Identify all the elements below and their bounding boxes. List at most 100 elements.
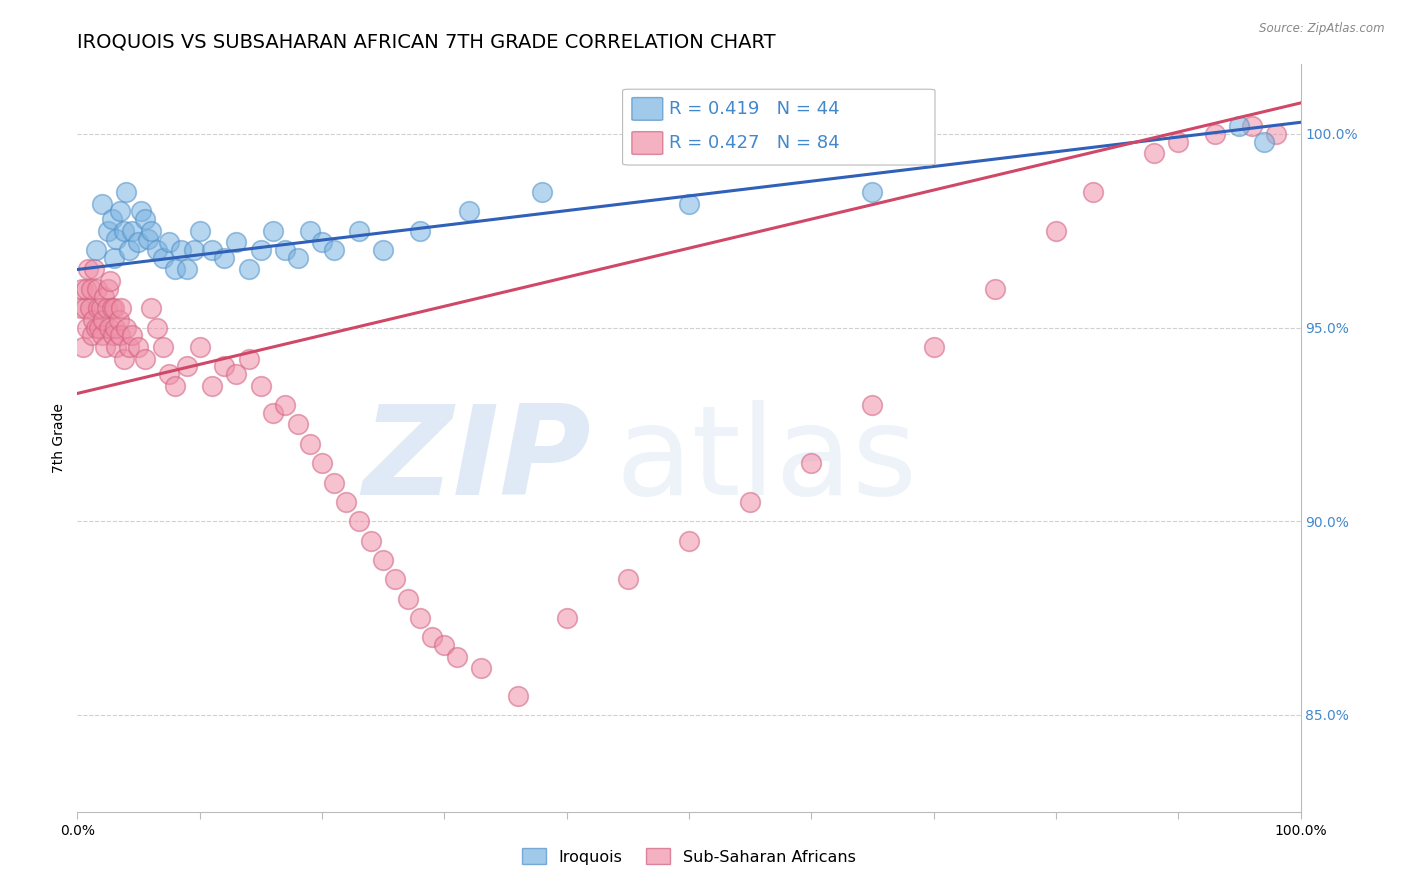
Point <box>409 611 432 625</box>
Point <box>506 689 529 703</box>
Point <box>298 224 321 238</box>
Point <box>740 495 762 509</box>
Point <box>110 301 132 316</box>
Point <box>90 328 112 343</box>
Point <box>165 262 187 277</box>
Point <box>1204 127 1226 141</box>
Point <box>108 204 131 219</box>
Point <box>146 320 169 334</box>
Point <box>112 224 135 238</box>
Point <box>287 251 309 265</box>
Point <box>157 367 180 381</box>
Point <box>1240 119 1263 133</box>
Point <box>188 224 211 238</box>
Point <box>100 301 122 316</box>
Point <box>108 328 131 343</box>
Point <box>298 437 321 451</box>
Point <box>100 212 122 227</box>
Point <box>470 661 492 675</box>
Point <box>862 398 884 412</box>
Point <box>90 196 112 211</box>
Point <box>617 572 640 586</box>
Point <box>98 320 121 334</box>
Point <box>678 196 700 211</box>
FancyBboxPatch shape <box>631 97 662 120</box>
Point <box>360 533 382 548</box>
Point <box>176 359 198 374</box>
Point <box>212 359 235 374</box>
Point <box>384 572 406 586</box>
Point <box>84 243 107 257</box>
FancyBboxPatch shape <box>623 89 935 165</box>
Point <box>115 185 138 199</box>
Point <box>287 417 309 432</box>
Point <box>93 290 115 304</box>
Point <box>371 553 394 567</box>
Text: R = 0.419   N = 44: R = 0.419 N = 44 <box>669 100 839 118</box>
Point <box>347 224 370 238</box>
Point <box>86 282 108 296</box>
Point <box>84 320 107 334</box>
Point <box>80 282 103 296</box>
Point <box>1265 127 1288 141</box>
Point <box>922 340 945 354</box>
Point <box>1143 146 1166 161</box>
Point <box>87 301 110 316</box>
Point <box>371 243 394 257</box>
Point <box>152 251 174 265</box>
Point <box>446 649 468 664</box>
Point <box>183 243 205 257</box>
Point <box>250 378 273 392</box>
FancyBboxPatch shape <box>631 132 662 154</box>
Text: ZIP: ZIP <box>363 400 591 521</box>
Point <box>146 243 169 257</box>
Point <box>89 320 111 334</box>
Point <box>152 340 174 354</box>
Point <box>115 320 138 334</box>
Point <box>79 301 101 316</box>
Text: IROQUOIS VS SUBSAHARAN AFRICAN 7TH GRADE CORRELATION CHART: IROQUOIS VS SUBSAHARAN AFRICAN 7TH GRADE… <box>77 32 776 52</box>
Point <box>311 235 333 250</box>
Point <box>170 243 193 257</box>
Point <box>457 204 479 219</box>
Text: atlas: atlas <box>616 400 918 521</box>
Point <box>83 262 105 277</box>
Point <box>250 243 273 257</box>
Point <box>80 328 103 343</box>
Point <box>82 313 104 327</box>
Point <box>165 378 187 392</box>
Point <box>127 340 149 354</box>
Point <box>212 251 235 265</box>
Point <box>103 251 125 265</box>
Point <box>139 301 162 316</box>
Point <box>188 340 211 354</box>
Point <box>94 340 117 354</box>
Point <box>225 235 247 250</box>
Y-axis label: 7th Grade: 7th Grade <box>52 403 66 473</box>
Point <box>139 224 162 238</box>
Point <box>984 282 1007 296</box>
Point <box>118 243 141 257</box>
Point <box>201 243 224 257</box>
Point <box>108 313 131 327</box>
Point <box>129 204 152 219</box>
Point <box>323 475 346 490</box>
Point <box>1045 224 1067 238</box>
Point <box>531 185 554 199</box>
Point <box>1253 135 1275 149</box>
Point <box>311 456 333 470</box>
Point <box>1081 185 1104 199</box>
Point <box>105 231 128 245</box>
Point <box>134 351 156 366</box>
Point <box>73 301 96 316</box>
Point <box>96 301 118 316</box>
Text: Source: ZipAtlas.com: Source: ZipAtlas.com <box>1260 22 1385 36</box>
Point <box>262 406 284 420</box>
Point <box>238 262 260 277</box>
Point <box>105 340 128 354</box>
Point <box>396 591 419 606</box>
Point <box>91 313 114 327</box>
Point <box>238 351 260 366</box>
Point <box>97 224 120 238</box>
Point <box>678 533 700 548</box>
